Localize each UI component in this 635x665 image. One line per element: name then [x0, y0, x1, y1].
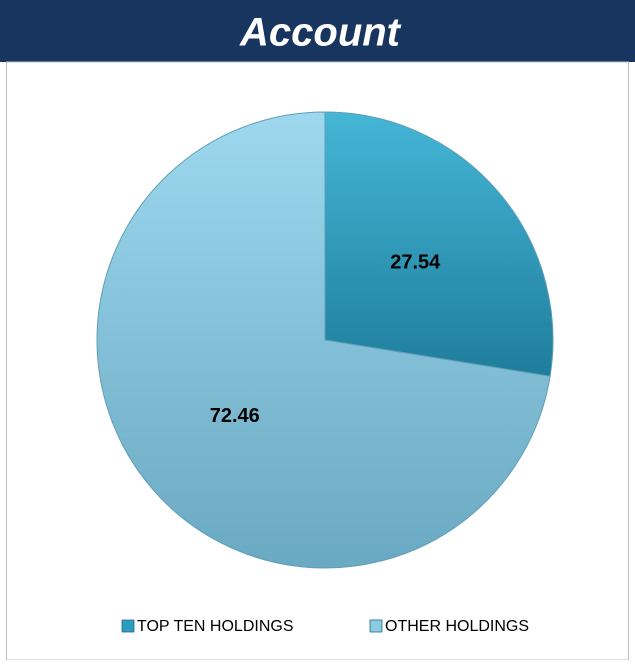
legend-label: OTHER HOLDINGS: [385, 618, 529, 635]
header-bar: [0, 0, 635, 62]
legend-marker: [121, 619, 135, 633]
chart-title: Account: [239, 11, 402, 55]
data-label: 72.46: [210, 405, 260, 427]
legend-label: TOP TEN HOLDINGS: [137, 618, 293, 635]
legend-marker: [369, 619, 383, 633]
pie-slice: [324, 111, 554, 377]
data-label: 27.54: [390, 251, 441, 273]
pie-slice: [96, 111, 551, 569]
